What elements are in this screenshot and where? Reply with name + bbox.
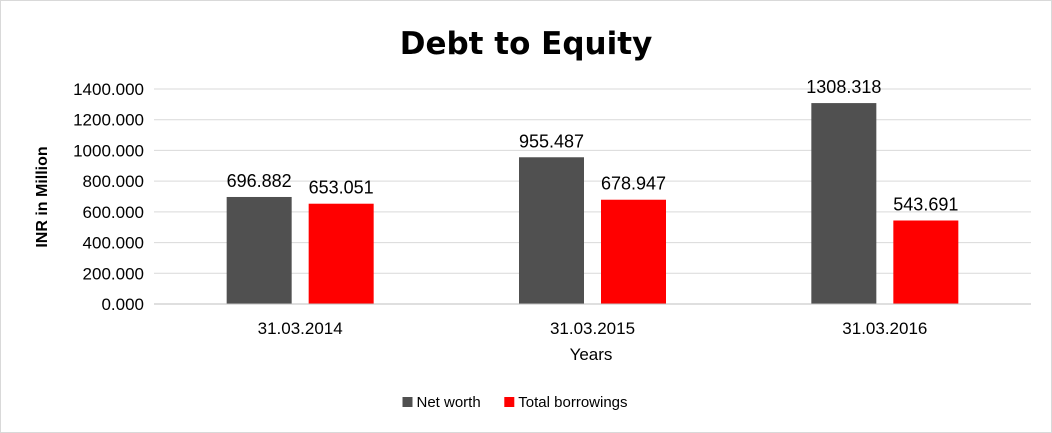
chart-title: Debt to Equity: [400, 26, 653, 62]
x-axis-title: Years: [570, 345, 613, 364]
x-tick-label: 31.03.2015: [550, 319, 635, 338]
data-labels: 696.882 653.051 955.487 678.947 1308.318 543.…: [227, 77, 959, 214]
bar: [811, 103, 877, 304]
y-tick-label: 1200.000: [73, 111, 144, 130]
y-tick-label: 600.000: [83, 203, 144, 222]
data-label: 678.947: [601, 174, 666, 194]
bar: [226, 196, 292, 304]
bars: [226, 103, 959, 304]
y-tick-label: 1000.000: [73, 141, 144, 160]
gridlines: [154, 88, 1031, 274]
data-label: 696.882: [227, 171, 292, 191]
y-axis-ticks: 0.000 200.000 400.000 600.000 800.000 1000.00…: [73, 80, 144, 314]
y-tick-label: 200.000: [83, 264, 144, 283]
data-label: 955.487: [519, 131, 584, 151]
legend: Net worth Total borrowings: [402, 394, 628, 411]
legend-swatch: [504, 397, 515, 407]
y-tick-label: 1400.000: [73, 80, 144, 99]
data-label: 543.691: [893, 195, 958, 215]
legend-label: Net worth: [417, 394, 481, 411]
y-axis-title: INR in Million: [34, 146, 51, 247]
x-tick-label: 31.03.2014: [258, 319, 343, 338]
x-tick-label: 31.03.2016: [842, 319, 927, 338]
legend-swatch: [402, 397, 413, 407]
y-tick-label: 0.000: [101, 295, 144, 314]
y-tick-label: 800.000: [83, 172, 144, 191]
bar: [893, 220, 959, 304]
data-label: 653.051: [309, 178, 374, 198]
y-tick-label: 400.000: [83, 234, 144, 253]
bar: [601, 199, 666, 304]
data-label: 1308.318: [806, 77, 881, 97]
x-axis-ticks: 31.03.2014 31.03.2015 31.03.2016: [258, 319, 928, 338]
legend-label: Total borrowings: [518, 394, 627, 411]
bar: [519, 157, 584, 304]
bar: [308, 203, 374, 304]
